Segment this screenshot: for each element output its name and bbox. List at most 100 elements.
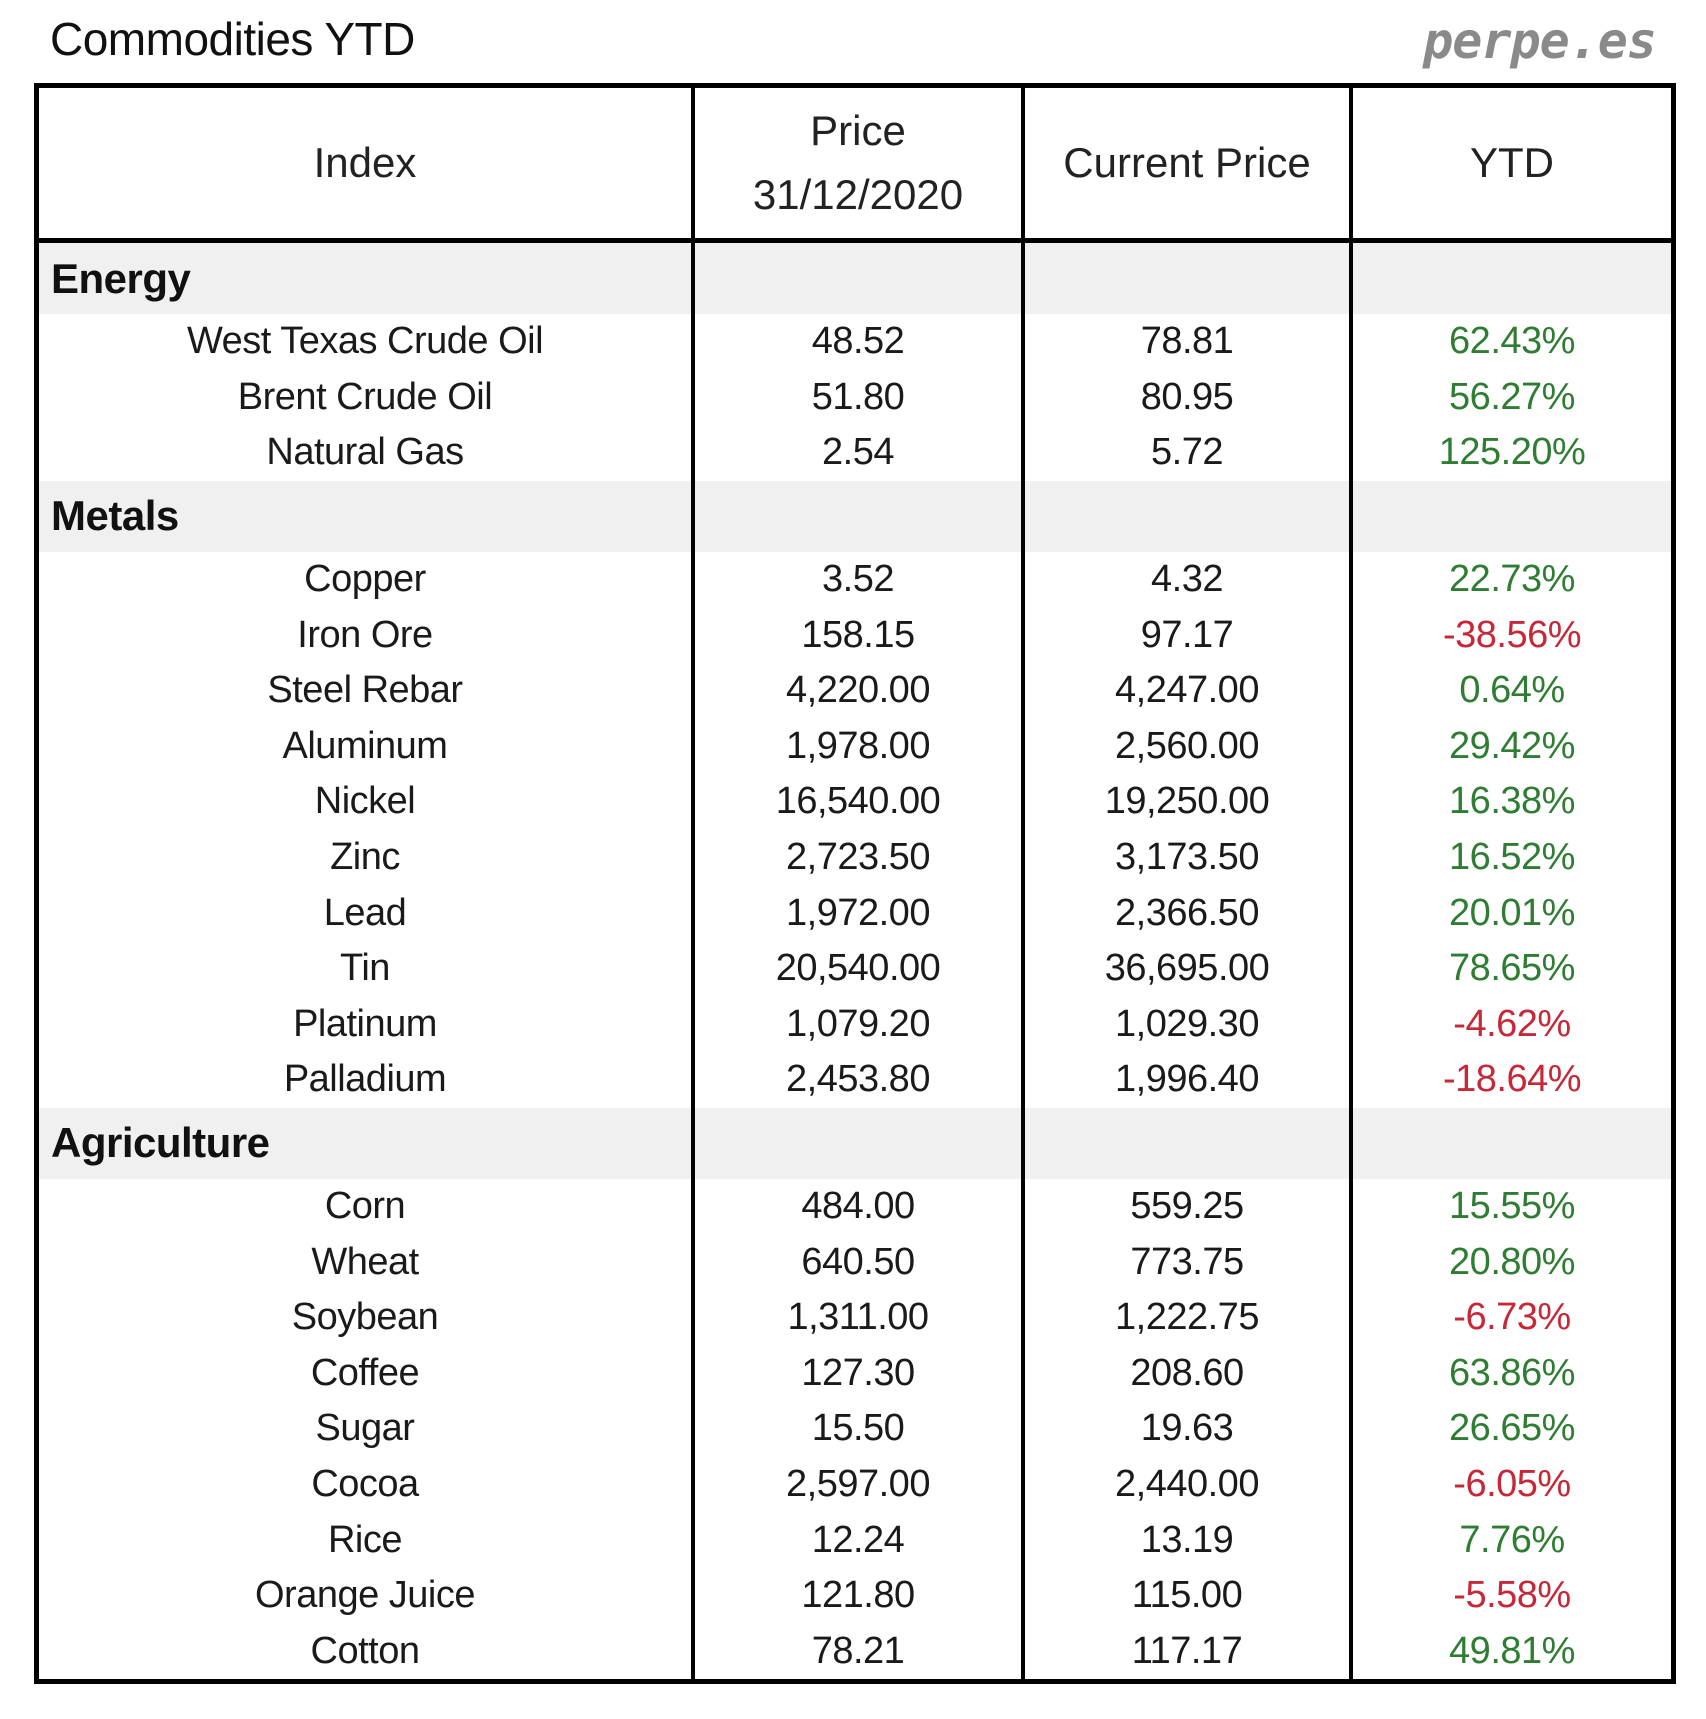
table-row: Cocoa 2,597.00 2,440.00 -6.05% [39, 1456, 1671, 1513]
price-2020-cell: 2.54 [691, 425, 1023, 481]
current-price-cell: 19,250.00 [1021, 774, 1351, 830]
column-header-current-price: Current Price [1021, 88, 1351, 243]
ytd-cell: 16.52% [1349, 829, 1671, 886]
ytd-cell: 78.65% [1349, 940, 1671, 997]
table-row: Sugar 15.50 19.63 26.65% [39, 1401, 1671, 1457]
current-price-cell: 5.72 [1021, 425, 1351, 481]
ytd-cell: -18.64% [1349, 1052, 1671, 1108]
section-empty-cell [1349, 1107, 1671, 1179]
price-2020-cell: 3.52 [691, 551, 1023, 608]
index-cell: Nickel [314, 780, 416, 823]
current-price-cell: 1,222.75 [1021, 1289, 1351, 1346]
index-cell: Copper [304, 558, 426, 601]
table-row: Steel Rebar 4,220.00 4,247.00 0.64% [39, 662, 1671, 719]
price-2020-cell: 78.21 [691, 1623, 1023, 1680]
price-2020-cell: 16,540.00 [691, 774, 1023, 830]
column-header-ytd: YTD [1349, 88, 1671, 243]
table-row: Lead 1,972.00 2,366.50 20.01% [39, 885, 1671, 941]
ytd-cell: -6.73% [1349, 1289, 1671, 1346]
current-price-cell: 13.19 [1021, 1512, 1351, 1568]
price-2020-cell: 1,079.20 [691, 996, 1023, 1053]
price-2020-cell: 2,723.50 [691, 829, 1023, 886]
table-row: Orange Juice 121.80 115.00 -5.58% [39, 1567, 1671, 1624]
index-cell: Zinc [330, 836, 400, 879]
ytd-cell: 22.73% [1349, 551, 1671, 608]
price-2020-cell: 15.50 [691, 1401, 1023, 1457]
ytd-cell: -4.62% [1349, 996, 1671, 1053]
table-row: Natural Gas 2.54 5.72 125.20% [39, 425, 1671, 481]
current-price-cell: 2,560.00 [1021, 718, 1351, 775]
current-price-cell: 3,173.50 [1021, 829, 1351, 886]
brand-watermark: perpe.es [1423, 12, 1657, 70]
price-2020-cell: 127.30 [691, 1345, 1023, 1402]
current-price-cell: 208.60 [1021, 1345, 1351, 1402]
section-row-agriculture: Agriculture [39, 1107, 1671, 1179]
current-price-cell: 2,366.50 [1021, 885, 1351, 941]
index-cell: Steel Rebar [267, 669, 463, 712]
price-2020-cell: 2,453.80 [691, 1052, 1023, 1108]
section-empty-cell [1021, 480, 1351, 552]
index-cell: Palladium [283, 1058, 447, 1101]
index-cell: Rice [327, 1518, 403, 1561]
section-label: Metals [39, 480, 693, 552]
current-price-cell: 559.25 [1021, 1178, 1351, 1235]
index-cell: Brent Crude Oil [237, 375, 493, 418]
index-cell: Soybean [291, 1296, 439, 1339]
price-2020-cell: 48.52 [691, 314, 1023, 370]
price-2020-cell: 121.80 [691, 1567, 1023, 1624]
section-empty-cell [1021, 240, 1351, 314]
ytd-cell: 49.81% [1349, 1623, 1671, 1680]
table-body: Energy West Texas Crude Oil 48.52 78.81 62.4… [39, 240, 1671, 1680]
current-price-cell: 1,996.40 [1021, 1052, 1351, 1108]
table-row: Aluminum 1,978.00 2,560.00 29.42% [39, 718, 1671, 775]
table-row: Soybean 1,311.00 1,222.75 -6.73% [39, 1289, 1671, 1346]
price-2020-cell: 20,540.00 [691, 940, 1023, 997]
current-price-cell: 78.81 [1021, 314, 1351, 370]
index-cell: Corn [324, 1185, 406, 1228]
table-row: Cotton 78.21 117.17 49.81% [39, 1623, 1671, 1680]
price-2020-cell: 51.80 [691, 369, 1023, 426]
table-row: Iron Ore 158.15 97.17 -38.56% [39, 607, 1671, 663]
ytd-cell: -6.05% [1349, 1456, 1671, 1513]
table-row: Platinum 1,079.20 1,029.30 -4.62% [39, 996, 1671, 1053]
table-row: Nickel 16,540.00 19,250.00 16.38% [39, 774, 1671, 830]
index-cell: Sugar [315, 1407, 415, 1450]
ytd-cell: 0.64% [1349, 662, 1671, 719]
ytd-cell: 26.65% [1349, 1401, 1671, 1457]
table-row: Palladium 2,453.80 1,996.40 -18.64% [39, 1052, 1671, 1108]
section-label: Energy [39, 240, 693, 314]
index-cell: Aluminum [282, 724, 448, 767]
page-title: Commodities YTD [50, 13, 415, 65]
ytd-cell: 62.43% [1349, 314, 1671, 370]
current-price-cell: 115.00 [1021, 1567, 1351, 1624]
table-header-row: Index Price 31/12/2020 Current Price YTD [39, 88, 1671, 243]
index-cell: Coffee [310, 1351, 420, 1394]
index-cell: Cocoa [311, 1462, 419, 1505]
current-price-cell: 19.63 [1021, 1401, 1351, 1457]
current-price-cell: 773.75 [1021, 1234, 1351, 1290]
current-price-cell: 117.17 [1021, 1623, 1351, 1680]
index-cell: Natural Gas [266, 431, 464, 474]
ytd-cell: -38.56% [1349, 607, 1671, 663]
current-price-cell: 1,029.30 [1021, 996, 1351, 1053]
table-row: Zinc 2,723.50 3,173.50 16.52% [39, 829, 1671, 886]
commodities-table: Index Price 31/12/2020 Current Price YTD… [34, 83, 1676, 1685]
table-row: Copper 3.52 4.32 22.73% [39, 551, 1671, 608]
index-cell: Iron Ore [297, 613, 433, 656]
ytd-cell: 7.76% [1349, 1512, 1671, 1568]
section-row-energy: Energy [39, 240, 1671, 314]
price-2020-cell: 1,972.00 [691, 885, 1023, 941]
ytd-cell: 56.27% [1349, 369, 1671, 426]
index-cell: Tin [340, 947, 390, 990]
column-header-price-line1: Price [810, 107, 906, 154]
table-row: Rice 12.24 13.19 7.76% [39, 1512, 1671, 1568]
ytd-cell: 29.42% [1349, 718, 1671, 775]
current-price-cell: 4.32 [1021, 551, 1351, 608]
current-price-cell: 36,695.00 [1021, 940, 1351, 997]
current-price-cell: 2,440.00 [1021, 1456, 1351, 1513]
table-row: Wheat 640.50 773.75 20.80% [39, 1234, 1671, 1290]
index-cell: Wheat [311, 1240, 419, 1283]
column-header-price-line2: 31/12/2020 [752, 171, 964, 218]
ytd-cell: 16.38% [1349, 774, 1671, 830]
section-empty-cell [1021, 1107, 1351, 1179]
